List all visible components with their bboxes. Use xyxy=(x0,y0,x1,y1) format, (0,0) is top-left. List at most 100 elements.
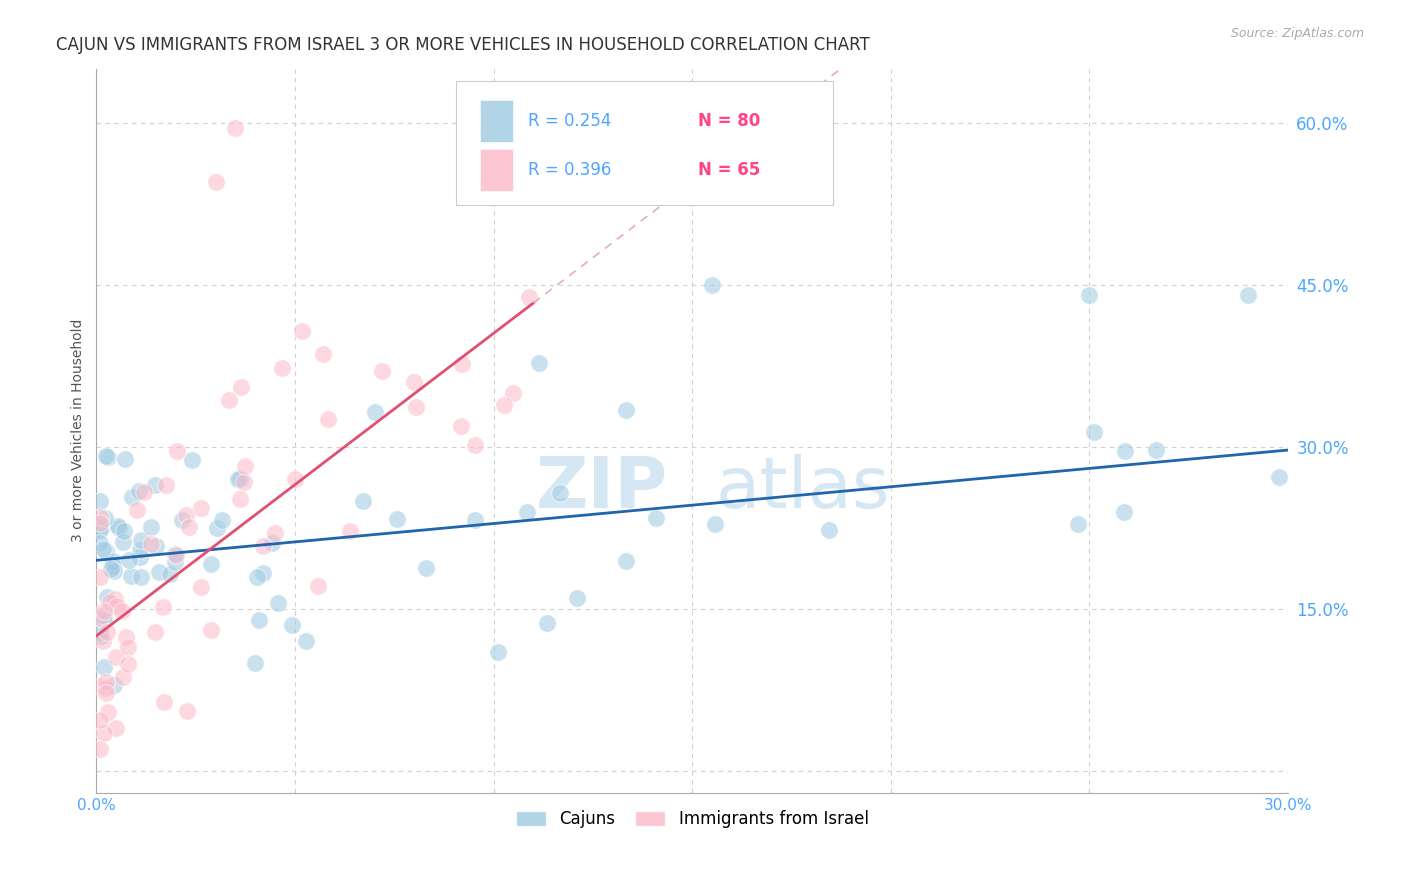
Point xyxy=(218,393,240,408)
Point xyxy=(96,590,118,604)
Point xyxy=(127,503,149,517)
Point xyxy=(174,508,197,523)
Point xyxy=(104,592,127,607)
Point xyxy=(89,626,111,640)
Point xyxy=(105,721,128,735)
Point xyxy=(1083,425,1105,439)
Point xyxy=(152,599,174,614)
Point xyxy=(284,472,307,486)
Point xyxy=(464,437,486,451)
Text: ZIP: ZIP xyxy=(536,454,668,523)
Point xyxy=(93,607,115,622)
Point xyxy=(1267,470,1289,484)
Point xyxy=(1114,444,1136,458)
Point xyxy=(143,624,166,639)
Point xyxy=(94,543,117,558)
Point xyxy=(492,398,515,412)
Point xyxy=(94,449,117,463)
Point xyxy=(486,645,509,659)
Point xyxy=(131,533,153,547)
Point xyxy=(404,375,426,389)
Point xyxy=(129,570,152,584)
Point xyxy=(267,596,290,610)
Point xyxy=(464,513,486,527)
Point xyxy=(143,477,166,491)
Point xyxy=(90,629,112,643)
Point xyxy=(103,677,125,691)
Point xyxy=(205,521,228,535)
Point xyxy=(148,566,170,580)
Text: atlas: atlas xyxy=(716,454,890,523)
Point xyxy=(89,713,111,727)
Point xyxy=(134,485,156,500)
Point xyxy=(112,534,135,549)
Point xyxy=(98,595,121,609)
Point xyxy=(129,542,152,557)
Point xyxy=(112,524,135,539)
Point xyxy=(1144,443,1167,458)
Text: CAJUN VS IMMIGRANTS FROM ISRAEL 3 OR MORE VEHICLES IN HOUSEHOLD CORRELATION CHAR: CAJUN VS IMMIGRANTS FROM ISRAEL 3 OR MOR… xyxy=(56,36,870,54)
Point xyxy=(527,356,550,370)
Text: Source: ZipAtlas.com: Source: ZipAtlas.com xyxy=(1230,27,1364,40)
Point xyxy=(1078,288,1101,302)
Point xyxy=(141,520,163,534)
Point xyxy=(107,519,129,533)
Point xyxy=(818,523,841,537)
Legend: Cajuns, Immigrants from Israel: Cajuns, Immigrants from Israel xyxy=(509,804,875,835)
Point xyxy=(190,580,212,594)
Point xyxy=(94,511,117,525)
Point xyxy=(105,650,128,665)
Point xyxy=(517,290,540,304)
Point xyxy=(96,624,118,639)
Point xyxy=(232,475,254,489)
Point xyxy=(548,485,571,500)
Point xyxy=(318,412,340,426)
Point xyxy=(243,656,266,670)
Point xyxy=(165,555,187,569)
Point xyxy=(163,547,186,561)
Point xyxy=(311,347,333,361)
Point xyxy=(114,452,136,467)
Point xyxy=(89,570,111,584)
Y-axis label: 3 or more Vehicles in Household: 3 or more Vehicles in Household xyxy=(72,319,86,542)
Point xyxy=(226,472,249,486)
Point xyxy=(352,494,374,508)
Point xyxy=(117,640,139,654)
Point xyxy=(190,500,212,515)
Point xyxy=(231,380,253,394)
Point xyxy=(176,704,198,718)
Point xyxy=(536,616,558,631)
Point xyxy=(120,569,142,583)
Point xyxy=(371,364,394,378)
Point xyxy=(307,579,329,593)
Point xyxy=(502,385,524,400)
Point xyxy=(117,657,139,672)
Point xyxy=(1237,288,1260,302)
Point xyxy=(405,400,427,414)
Point xyxy=(644,511,666,525)
Point xyxy=(93,660,115,674)
Point xyxy=(451,357,474,371)
Point xyxy=(177,520,200,534)
Bar xyxy=(479,149,513,191)
Point xyxy=(89,521,111,535)
Point xyxy=(270,361,292,376)
Point xyxy=(252,566,274,580)
Point xyxy=(516,505,538,519)
Point xyxy=(229,492,252,507)
Point xyxy=(97,450,120,464)
Point xyxy=(111,604,134,618)
Point xyxy=(565,591,588,606)
Point xyxy=(450,419,472,434)
Point xyxy=(364,405,387,419)
Point xyxy=(704,516,727,531)
Point xyxy=(229,472,252,486)
Point xyxy=(181,453,204,467)
Point xyxy=(91,541,114,556)
Point xyxy=(247,613,270,627)
Point xyxy=(89,516,111,530)
Point xyxy=(89,742,111,756)
Point xyxy=(262,536,284,550)
Point xyxy=(94,681,117,695)
Point xyxy=(94,686,117,700)
